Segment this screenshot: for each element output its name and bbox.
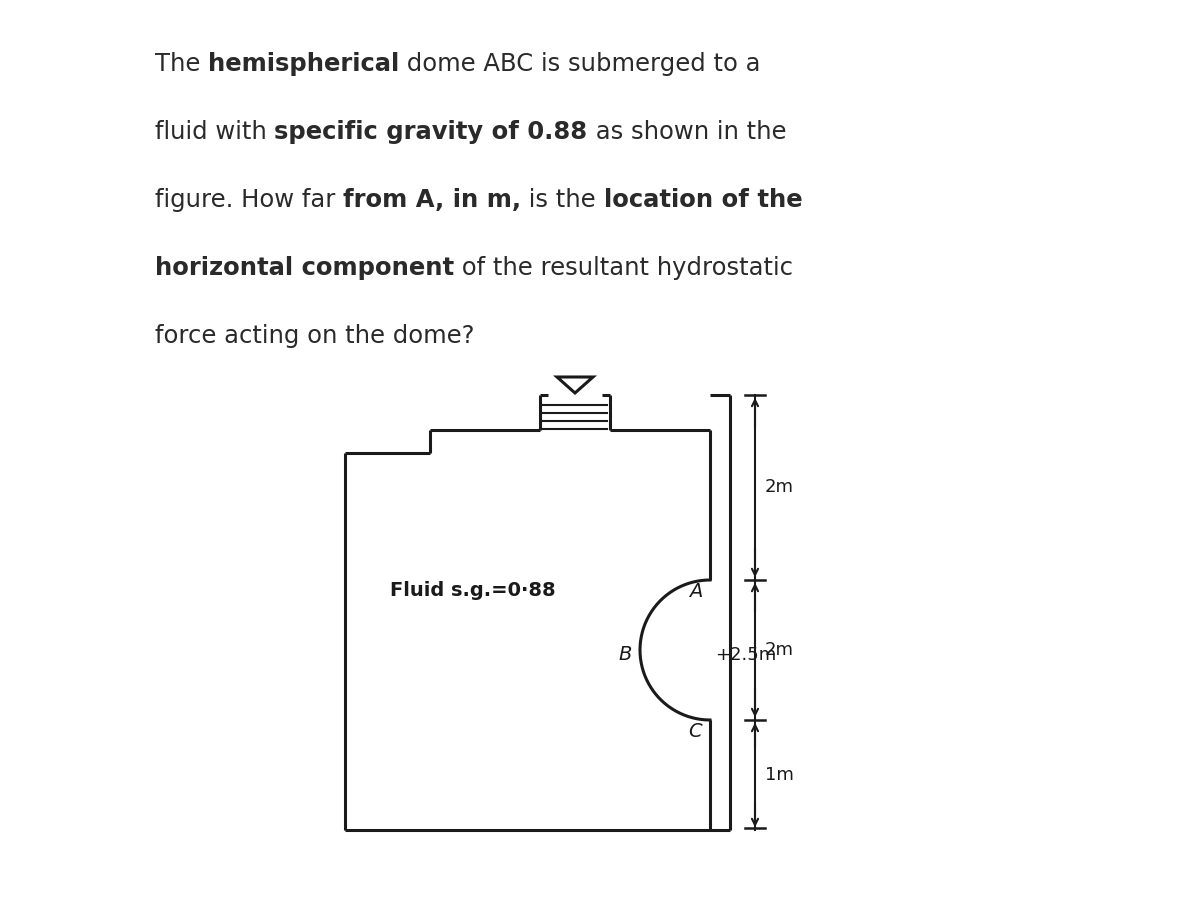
Text: 2m: 2m bbox=[766, 479, 794, 497]
Text: Fluid s.g.=0·88: Fluid s.g.=0·88 bbox=[390, 580, 556, 599]
Text: as shown in the: as shown in the bbox=[588, 120, 786, 144]
Text: figure. How far: figure. How far bbox=[155, 188, 343, 212]
Text: force acting on the dome?: force acting on the dome? bbox=[155, 324, 474, 348]
Text: from A, in m,: from A, in m, bbox=[343, 188, 521, 212]
Text: fluid with: fluid with bbox=[155, 120, 275, 144]
Text: location of the: location of the bbox=[604, 188, 803, 212]
Text: 1m: 1m bbox=[766, 766, 794, 784]
Text: dome ABC is submerged to a: dome ABC is submerged to a bbox=[400, 52, 761, 76]
Text: A: A bbox=[689, 582, 702, 601]
Text: is the: is the bbox=[521, 188, 604, 212]
Text: C: C bbox=[689, 722, 702, 741]
Text: B: B bbox=[619, 644, 632, 663]
Text: horizontal component: horizontal component bbox=[155, 256, 454, 280]
Text: +2.5m: +2.5m bbox=[715, 646, 776, 664]
Text: specific gravity of 0.88: specific gravity of 0.88 bbox=[275, 120, 588, 144]
Text: 2m: 2m bbox=[766, 641, 794, 659]
Text: hemispherical: hemispherical bbox=[208, 52, 400, 76]
Text: of the resultant hydrostatic: of the resultant hydrostatic bbox=[454, 256, 793, 280]
Text: The: The bbox=[155, 52, 208, 76]
